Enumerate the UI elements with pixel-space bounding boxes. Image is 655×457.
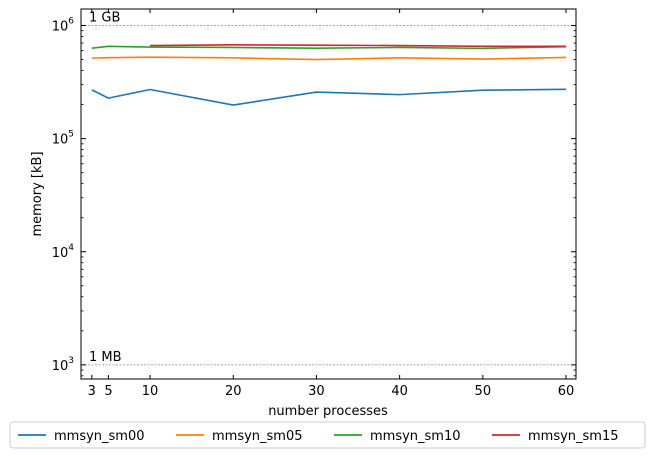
y-tick-label: 105: [52, 130, 74, 148]
x-tick-label: 3: [88, 384, 96, 399]
x-axis-label: number processes: [268, 404, 388, 419]
legend-label: mmsyn_sm10: [370, 429, 461, 444]
legend-item-mmsyn_sm05: mmsyn_sm05: [176, 429, 303, 444]
y-tick-label: 103: [52, 356, 74, 374]
y-tick-label: 106: [52, 17, 75, 35]
reference-lines: 1 GB 1 MB: [81, 11, 576, 366]
x-tick-label: 20: [225, 384, 242, 399]
y-axis-label: memory [kB]: [30, 151, 45, 236]
legend-box: [9, 421, 646, 449]
reference-line-label: 1 GB: [89, 11, 120, 26]
legend-item-mmsyn_sm15: mmsyn_sm15: [492, 429, 619, 444]
legend-label: mmsyn_sm00: [54, 429, 145, 444]
legend-item-mmsyn_sm10: mmsyn_sm10: [334, 429, 461, 444]
legend-item-mmsyn_sm00: mmsyn_sm00: [18, 429, 145, 444]
x-tick-label: 10: [142, 384, 159, 399]
x-tick-label: 40: [391, 384, 408, 399]
series-line-mmsyn_sm05: [91, 56, 567, 61]
x-axis-ticks: 3 5 10 20 30 40 50 60: [88, 9, 575, 399]
plot-frame: [80, 8, 577, 380]
legend-label: mmsyn_sm15: [528, 429, 619, 444]
x-tick-label: 50: [475, 384, 492, 399]
x-tick-label: 5: [104, 384, 112, 399]
y-axis-ticks: 103 104 105 106: [52, 17, 576, 377]
x-tick-label: 30: [308, 384, 325, 399]
series-line-mmsyn_sm10: [91, 45, 567, 50]
series-line-mmsyn_sm15: [150, 44, 567, 48]
legend-label: mmsyn_sm05: [212, 429, 303, 444]
x-tick-label: 60: [558, 384, 575, 399]
y-tick-label: 104: [52, 243, 75, 261]
series-layer: [91, 44, 567, 106]
legend: mmsyn_sm00 mmsyn_sm05 mmsyn_sm10 mmsyn_sm15: [9, 421, 646, 449]
series-line-mmsyn_sm00: [91, 88, 567, 106]
reference-line-label: 1 MB: [89, 350, 122, 365]
